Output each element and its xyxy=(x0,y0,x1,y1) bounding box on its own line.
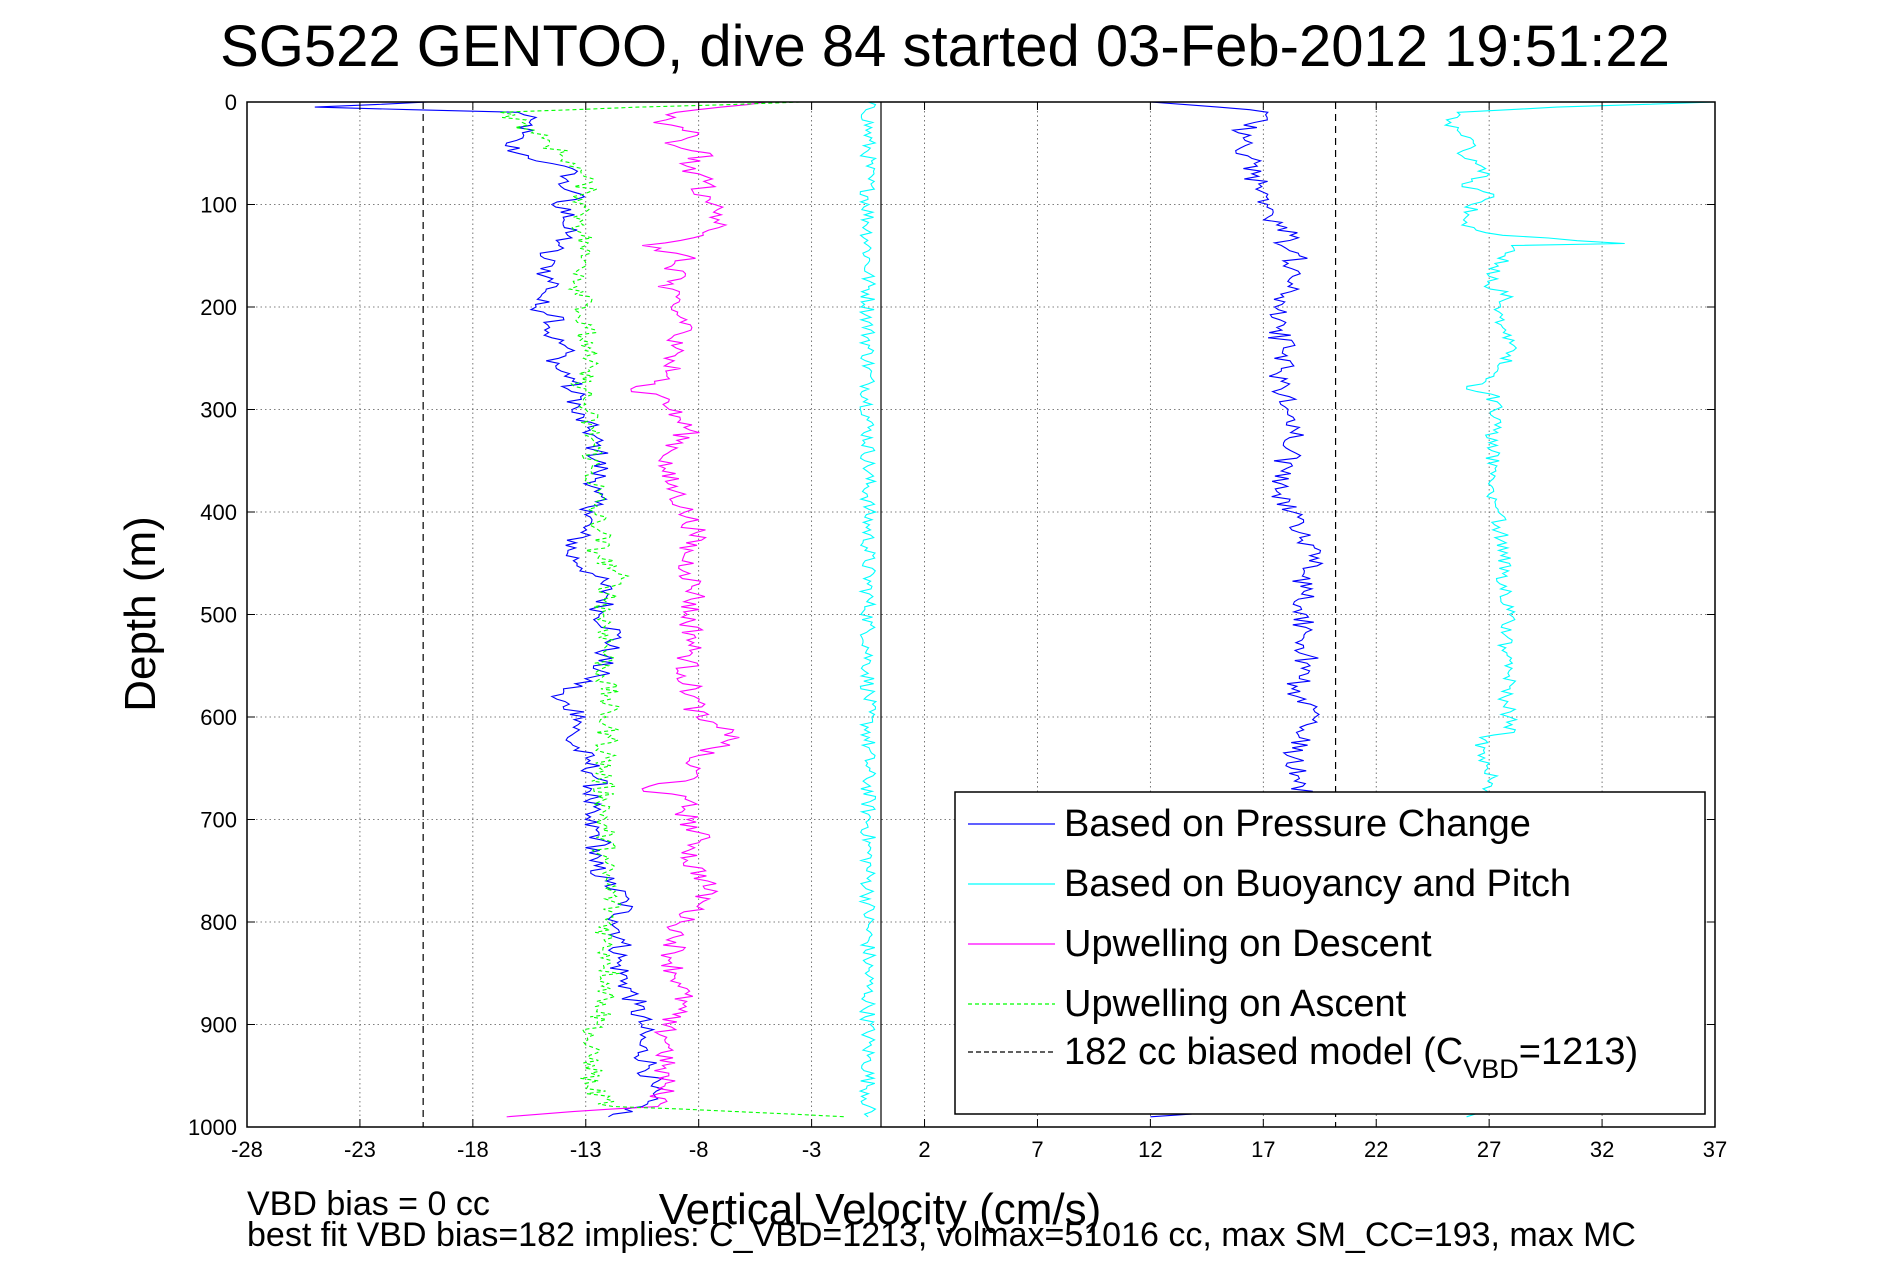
upwelling-on-descent-profile-line xyxy=(506,101,767,1118)
legend-label: Upwelling on Descent xyxy=(1064,923,1432,965)
y-tick-label: 200 xyxy=(200,295,237,320)
y-tick-label: 400 xyxy=(200,500,237,525)
legend-items: Based on Pressure Change Based on Buoyanc… xyxy=(968,803,1638,1084)
axis-ticks: -28 -23 -18 -13 -8 -3 2 7 12 17 22 27 32 370100200300… xyxy=(188,90,1727,1162)
footer-best-fit: best fit VBD bias=182 implies: C_VBD=121… xyxy=(247,1216,1636,1254)
y-tick-label: 800 xyxy=(200,910,237,935)
upwelling-on-ascent-profile-line xyxy=(499,101,846,1118)
y-tick-label: 500 xyxy=(200,603,237,628)
legend-label: Upwelling on Ascent xyxy=(1064,983,1407,1025)
x-tick-label: -3 xyxy=(802,1137,822,1162)
legend-label: 182 cc biased model (CVBD=1213) xyxy=(1064,1031,1638,1084)
y-axis-label: Depth (m) xyxy=(116,516,165,712)
x-tick-label: 7 xyxy=(1031,1137,1043,1162)
footer-vbd-bias: VBD bias = 0 cc xyxy=(247,1185,490,1223)
x-tick-label: 37 xyxy=(1703,1137,1727,1162)
chart-title: SG522 GENTOO, dive 84 started 03-Feb-201… xyxy=(220,14,1670,79)
x-tick-label: -28 xyxy=(231,1137,263,1162)
x-axis-label: Vertical Velocity (cm/s) xyxy=(659,1185,1102,1234)
x-tick-label: -18 xyxy=(457,1137,489,1162)
y-tick-label: 300 xyxy=(200,398,237,423)
y-tick-label: 600 xyxy=(200,705,237,730)
x-tick-label: 12 xyxy=(1138,1137,1162,1162)
based-on-pressure-change-descent-line xyxy=(314,101,665,1118)
x-tick-label: -13 xyxy=(570,1137,602,1162)
legend-label: Based on Pressure Change xyxy=(1064,803,1531,845)
y-tick-label: 700 xyxy=(200,808,237,833)
x-tick-label: 22 xyxy=(1364,1137,1388,1162)
based-on-buoyancy-and-pitch-descent-line xyxy=(858,101,878,1118)
legend-box xyxy=(954,791,1706,1115)
x-tick-label: 17 xyxy=(1251,1137,1275,1162)
legend: Based on Pressure Change Based on Buoyanc… xyxy=(954,791,1706,1115)
y-tick-label: 1000 xyxy=(188,1115,237,1140)
x-tick-label: -8 xyxy=(689,1137,709,1162)
x-tick-label: 27 xyxy=(1477,1137,1501,1162)
y-tick-label: 0 xyxy=(225,90,237,115)
y-tick-label: 100 xyxy=(200,193,237,218)
x-tick-label: 2 xyxy=(918,1137,930,1162)
x-tick-label: -23 xyxy=(344,1137,376,1162)
y-tick-label: 900 xyxy=(200,1013,237,1038)
legend-label: Based on Buoyancy and Pitch xyxy=(1064,863,1571,905)
x-tick-label: 32 xyxy=(1590,1137,1614,1162)
